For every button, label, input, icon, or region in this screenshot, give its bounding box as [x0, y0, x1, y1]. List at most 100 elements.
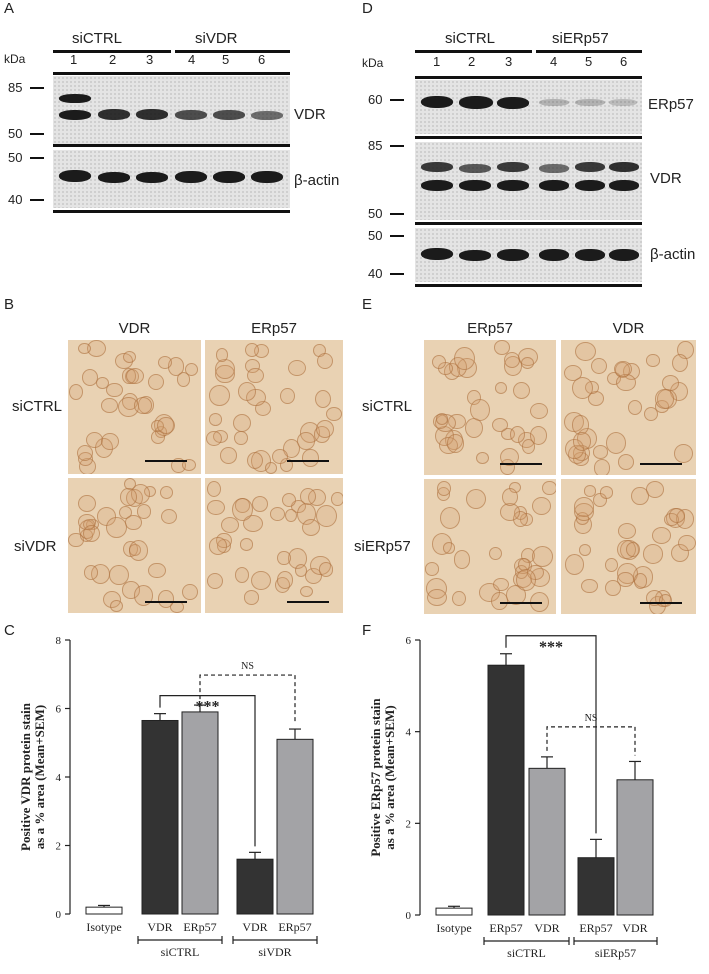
cell-blob	[658, 594, 672, 607]
x-tick-label: VDR	[147, 920, 172, 934]
ihc-micrograph	[68, 478, 201, 613]
blot-label-beta-actin: β-actin	[650, 246, 696, 263]
y-axis-label: Positive VDR protein stain	[18, 702, 33, 851]
cell-blob	[453, 550, 471, 569]
cell-blob	[315, 420, 334, 438]
cell-blob	[148, 562, 166, 579]
cell-blob	[626, 542, 640, 558]
mw-tick	[390, 235, 404, 237]
cell-blob	[271, 448, 288, 465]
cell-blob	[644, 406, 659, 422]
bar	[528, 767, 566, 916]
cell-blob	[465, 488, 486, 509]
cell-blob	[316, 504, 337, 527]
cell-blob	[299, 585, 313, 598]
mw-marker: 50	[8, 126, 23, 141]
cell-blob	[246, 451, 263, 469]
bar	[435, 907, 473, 916]
ihc-micrograph	[205, 478, 343, 613]
cell-blob	[235, 566, 250, 583]
y-tick-label: 2	[406, 818, 412, 830]
cell-blob	[431, 355, 447, 370]
bar	[181, 711, 219, 915]
cell-blob	[452, 590, 466, 607]
x-tick-label: Isotype	[436, 921, 471, 935]
cell-blob	[652, 527, 672, 545]
mw-marker: 50	[368, 206, 383, 221]
ihc-column-label: VDR	[612, 320, 645, 337]
x-tick-label: ERp57	[183, 920, 216, 934]
cell-blob	[465, 418, 484, 439]
cell-blob	[277, 550, 291, 566]
cell-blob	[244, 342, 259, 357]
cell-blob	[281, 492, 296, 507]
cell-blob	[572, 432, 592, 451]
cell-blob	[646, 354, 660, 367]
y-axis-label: as a % area (Mean+SEM)	[32, 705, 47, 849]
cell-blob	[605, 432, 626, 454]
mw-marker: 60	[368, 92, 383, 107]
cell-blob	[614, 360, 632, 377]
mw-tick	[390, 273, 404, 275]
cell-blob	[158, 590, 174, 608]
x-tick-label: ERp57	[579, 921, 612, 935]
bar	[577, 857, 615, 916]
panel-letter-c: C	[4, 622, 15, 639]
significance-label: NS	[241, 661, 254, 672]
cell-blob	[581, 578, 598, 594]
cell-blob	[302, 449, 319, 467]
lane-number: 4	[550, 54, 558, 69]
group-bar-sictrl	[415, 50, 532, 53]
ihc-micrograph	[205, 340, 343, 474]
cell-blob	[207, 499, 226, 516]
ihc-micrograph	[424, 340, 556, 475]
significance-bracket	[199, 674, 296, 724]
cell-blob	[126, 367, 145, 384]
cell-blob	[157, 356, 172, 370]
group-bar-sictrl	[53, 50, 171, 53]
cell-blob	[208, 536, 228, 555]
cell-blob	[470, 398, 490, 421]
group-label: siVDR	[258, 945, 291, 959]
mw-tick	[30, 157, 44, 159]
cell-blob	[604, 558, 618, 572]
ihc-micrograph	[424, 479, 556, 614]
kda-label: kDa	[4, 52, 26, 66]
y-tick-label: 0	[56, 909, 62, 921]
cell-blob	[206, 480, 222, 498]
cell-blob	[109, 564, 130, 586]
cell-blob	[491, 591, 508, 610]
cell-blob	[136, 504, 151, 519]
x-tick-label: ERp57	[278, 920, 311, 934]
mw-marker: 50	[368, 228, 383, 243]
cell-blob	[494, 382, 507, 395]
cell-blob	[106, 382, 124, 398]
cell-blob	[160, 486, 174, 500]
cell-blob	[440, 507, 461, 529]
cell-blob	[488, 546, 503, 561]
cell-blob	[631, 487, 649, 506]
cell-blob	[509, 425, 526, 443]
cell-blob	[101, 398, 118, 413]
cell-blob	[476, 451, 490, 465]
cell-blob	[618, 522, 637, 539]
ihc-column-label: VDR	[118, 320, 151, 337]
cell-blob	[642, 544, 664, 564]
cell-blob	[316, 352, 333, 369]
bar	[276, 738, 314, 915]
lane-number: 5	[222, 52, 230, 67]
cell-blob	[573, 497, 595, 517]
cell-blob	[264, 462, 277, 474]
ihc-micrograph	[561, 340, 696, 475]
y-axis-label: as a % area (Mean+SEM)	[382, 705, 397, 849]
western-blot-erp57	[415, 80, 642, 134]
cell-blob	[77, 445, 94, 462]
group-label-sictrl: siCTRL	[72, 30, 123, 47]
western-blot-beta-actin	[415, 228, 642, 282]
cell-blob	[251, 570, 271, 591]
cell-blob	[83, 564, 99, 580]
western-blot-vdr	[415, 142, 642, 220]
cell-blob	[671, 354, 688, 373]
panel-letter-e: E	[362, 296, 373, 313]
mw-marker: 85	[8, 80, 23, 95]
